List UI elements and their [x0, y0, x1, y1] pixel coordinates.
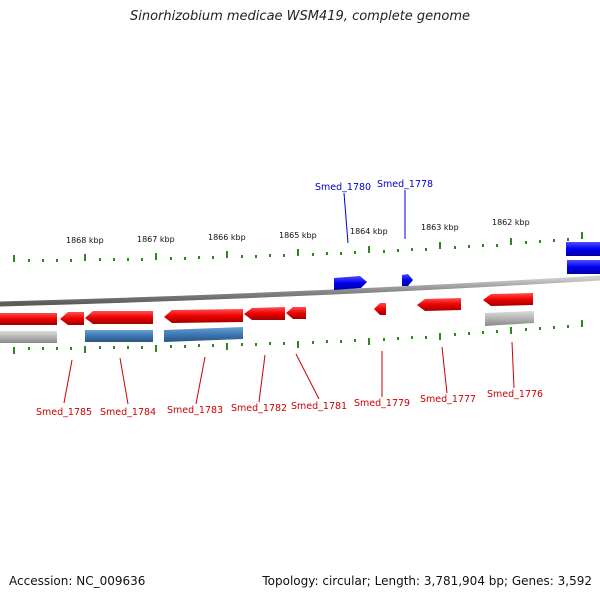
cds-block-gray-left — [0, 331, 57, 343]
tick-label: 1862 kbp — [492, 218, 530, 227]
tick-label: 1863 kbp — [421, 223, 459, 232]
gene-arrow-smed-1780[interactable] — [334, 276, 367, 290]
gene-arrow-smed-1783[interactable] — [164, 309, 243, 323]
cds-block-gray-right — [485, 311, 534, 326]
gene-arrow-smed-1782[interactable] — [244, 307, 285, 320]
gene-block-right-upper-1 — [566, 242, 600, 256]
genome-stats-text: Topology: circular; Length: 3,781,904 bp… — [262, 574, 592, 588]
map-title: Sinorhizobium medicae WSM419, complete g… — [129, 9, 471, 24]
gene-label-smed-1785[interactable]: Smed_1785 — [36, 407, 92, 418]
tick-label: 1864 kbp — [350, 227, 388, 236]
gene-block-right-upper-2 — [567, 260, 600, 274]
gene-label-smed-1777[interactable]: Smed_1777 — [420, 394, 476, 405]
tick-label: 1867 kbp — [137, 235, 175, 244]
tick-label: 1865 kbp — [279, 231, 317, 240]
lower-tick-row — [13, 320, 583, 354]
gene-block-smed-1785-left[interactable] — [0, 313, 57, 325]
gene-arrow-smed-1781[interactable] — [286, 307, 306, 319]
gene-arrow-smed-1776[interactable] — [483, 293, 533, 306]
forward-leader-lines — [343, 190, 406, 244]
cds-block-smed-1783 — [164, 327, 243, 342]
accession-text: Accession: NC_009636 — [9, 574, 146, 588]
gene-label-smed-1784[interactable]: Smed_1784 — [100, 407, 156, 418]
gene-label-smed-1779[interactable]: Smed_1779 — [354, 398, 410, 409]
cds-block-smed-1784 — [85, 330, 153, 342]
gene-label-smed-1782[interactable]: Smed_1782 — [231, 403, 287, 414]
gene-label-smed-1781[interactable]: Smed_1781 — [291, 401, 347, 412]
upper-tick-row — [13, 232, 583, 262]
gene-arrow-smed-1777[interactable] — [417, 298, 461, 311]
gene-label-smed-1776[interactable]: Smed_1776 — [487, 389, 543, 400]
gene-arrow-smed-1785[interactable] — [60, 312, 84, 325]
gene-arrow-smed-1784[interactable] — [85, 311, 153, 324]
gene-arrow-smed-1779[interactable] — [374, 303, 386, 315]
gene-arrow-smed-1778[interactable] — [402, 274, 413, 286]
reverse-leader-lines — [63, 341, 515, 405]
tick-label: 1868 kbp — [66, 236, 104, 245]
gene-label-smed-1783[interactable]: Smed_1783 — [167, 405, 223, 416]
gene-label-smed-1778[interactable]: Smed_1778 — [377, 179, 433, 190]
gene-label-smed-1780[interactable]: Smed_1780 — [315, 182, 371, 193]
tick-label: 1866 kbp — [208, 233, 246, 242]
genome-backbone — [0, 275, 600, 307]
